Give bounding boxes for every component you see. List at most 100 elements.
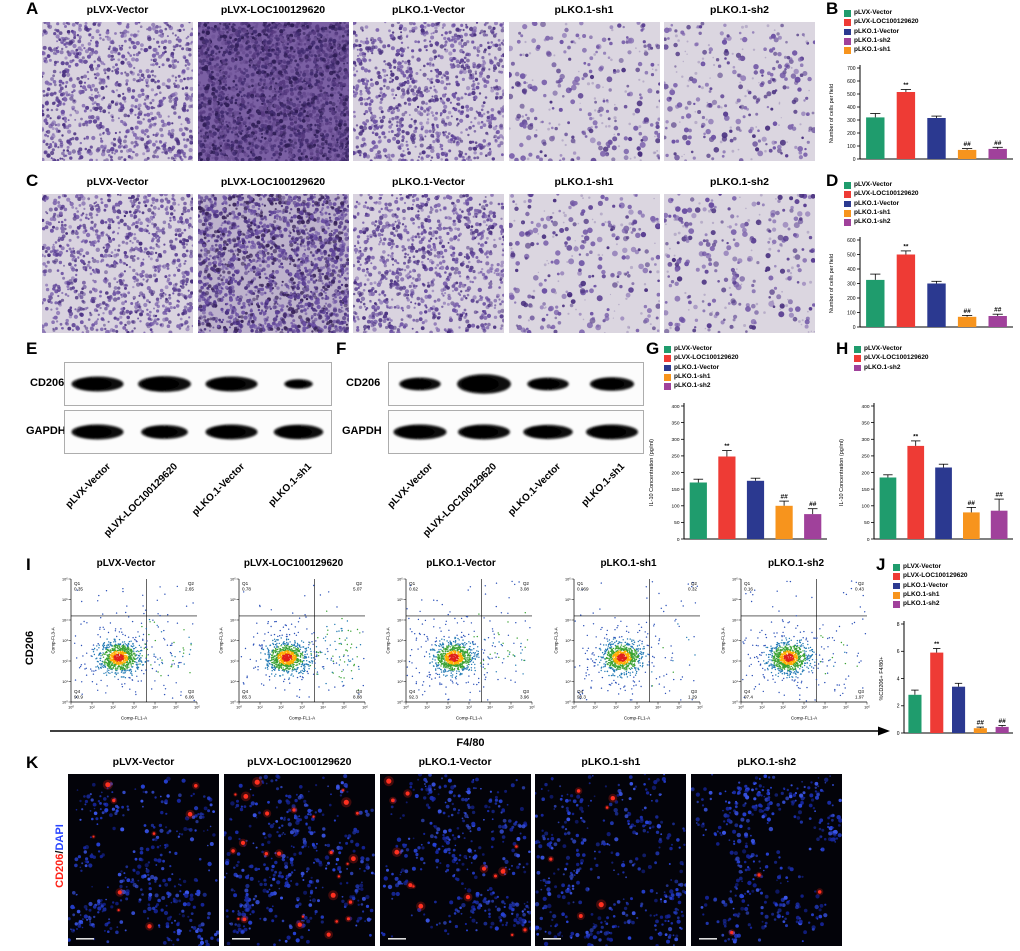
x-axis-arrow-icon bbox=[50, 726, 890, 736]
legend-label: pLVX-Vector bbox=[854, 181, 893, 188]
legend-swatch bbox=[844, 182, 851, 189]
legend-item: pLVX-Vector bbox=[664, 345, 739, 353]
legend-item: pLKO.1-sh2 bbox=[844, 218, 919, 226]
migration-image bbox=[353, 22, 504, 161]
legend-item: pLKO.1-sh1 bbox=[844, 208, 919, 217]
panel-h-legend: pLVX-Vector pLVX-LOC100129620 pLKO.1-sh2 bbox=[854, 345, 929, 372]
legend-label: pLKO.1-sh2 bbox=[674, 382, 711, 390]
panel-h-bar-chart: 0 50 100 150 200 250 300 350 400 IL-10 Concentrat… bbox=[836, 394, 1018, 549]
panel-letter-a: A bbox=[26, 0, 39, 18]
panel-j-legend: pLVX-Vector pLVX-LOC100129620 pLKO.1-Vecto… bbox=[893, 563, 968, 608]
immunofluorescence-image bbox=[691, 774, 843, 946]
blot-f-cd206-label: CD206 bbox=[346, 377, 381, 389]
legend-label: pLKO.1-sh1 bbox=[854, 208, 891, 216]
legend-label: pLKO.1-sh2 bbox=[854, 218, 891, 226]
column-label: pLKO.1-sh1 bbox=[554, 176, 614, 188]
legend-label: pLVX-LOC100129620 bbox=[854, 18, 919, 26]
cd206-blot bbox=[388, 362, 644, 406]
panel-letter-f: F bbox=[336, 339, 347, 358]
legend-item: pLKO.1-Vector bbox=[664, 364, 739, 372]
flow-cytometry-plot: 10⁰ 10⁰ 10¹ 10¹ 10² 10² 10³ 10³ 10⁴ 10⁴ 10⁵ 10⁵ 10⁶ 1… bbox=[50, 574, 202, 722]
migration-image bbox=[42, 22, 193, 161]
column-label: pLKO.1-Vector bbox=[418, 756, 492, 768]
flow-cytometry-plot: 10⁰ 10⁰ 10¹ 10¹ 10² 10² 10³ 10³ 10⁴ 10⁴ 10⁵ 10⁵ 10⁶ 1… bbox=[218, 574, 370, 722]
legend-item: pLVX-LOC100129620 bbox=[893, 572, 968, 580]
migration-image bbox=[664, 22, 815, 161]
legend-item: pLVX-LOC100129620 bbox=[664, 354, 739, 362]
legend-item: pLKO.1-sh2 bbox=[844, 36, 919, 45]
legend-item: pLVX-LOC100129620 bbox=[854, 354, 929, 362]
panel-i-x-axis-arrow bbox=[48, 724, 893, 742]
gapdh-blot bbox=[64, 410, 332, 454]
legend-swatch bbox=[893, 582, 900, 590]
column-label: pLKO.1-sh1 bbox=[554, 4, 614, 16]
panel-letter-k: K bbox=[26, 753, 39, 772]
legend-label: pLVX-LOC100129620 bbox=[674, 354, 739, 362]
column-label: pLVX-Vector bbox=[112, 756, 175, 768]
panel-letter-h: H bbox=[836, 339, 849, 358]
migration-image bbox=[197, 22, 349, 161]
legend-label: pLVX-Vector bbox=[903, 563, 942, 570]
legend-item: pLKO.1-sh1 bbox=[844, 46, 919, 54]
panel-i-x-axis-label: F4/80 bbox=[456, 737, 485, 749]
flow-plot-title: pLKO.1-sh1 bbox=[600, 558, 657, 569]
legend-label: pLVX-LOC100129620 bbox=[864, 354, 929, 362]
invasion-image bbox=[42, 194, 193, 333]
immunofluorescence-image bbox=[379, 774, 531, 946]
legend-label: pLKO.1-Vector bbox=[854, 199, 900, 207]
legend-label: pLVX-LOC100129620 bbox=[854, 190, 919, 198]
panel-d-bar-chart: 0 100 200 300 400 500 600 Number of cells per f… bbox=[826, 228, 1018, 337]
legend-swatch bbox=[854, 364, 861, 372]
panel-j-bar-chart: 0 2 4 6 8 %CD206+ F4/80+ ** ## ## bbox=[876, 612, 1018, 743]
column-label: pLKO.1-sh2 bbox=[710, 176, 769, 188]
legend-swatch bbox=[844, 210, 851, 217]
immunofluorescence-image bbox=[223, 774, 375, 946]
legend-item: pLKO.1-sh1 bbox=[664, 373, 739, 381]
panel-letter-d: D bbox=[826, 171, 839, 190]
legend-swatch bbox=[854, 355, 861, 362]
legend-swatch bbox=[893, 573, 900, 580]
column-label: pLVX-Vector bbox=[86, 176, 149, 188]
legend-swatch bbox=[664, 383, 671, 390]
legend-label: pLKO.1-sh2 bbox=[864, 363, 901, 371]
flow-plot-title: pLKO.1-sh2 bbox=[767, 558, 825, 569]
panel-k-side-label: CD206/DAPI bbox=[54, 814, 66, 898]
legend-item: pLKO.1-Vector bbox=[844, 28, 919, 36]
legend-swatch bbox=[893, 564, 900, 571]
column-label: pLKO.1-sh2 bbox=[710, 4, 769, 16]
legend-label: pLVX-Vector bbox=[674, 345, 713, 352]
legend-label: pLKO.1-sh2 bbox=[854, 36, 891, 44]
column-label: pLKO.1-Vector bbox=[392, 4, 465, 16]
panel-d-legend: pLVX-Vector pLVX-LOC100129620 pLKO.1-Vecto… bbox=[844, 181, 919, 226]
panel-letter-e: E bbox=[26, 339, 38, 358]
column-label: pLKO.1-Vector bbox=[392, 176, 465, 188]
panel-g-legend: pLVX-Vector pLVX-LOC100129620 pLKO.1-Vecto… bbox=[664, 345, 739, 390]
legend-item: pLVX-Vector bbox=[893, 563, 968, 571]
legend-swatch bbox=[893, 601, 900, 608]
legend-item: pLVX-LOC100129620 bbox=[844, 190, 919, 198]
invasion-image bbox=[197, 194, 349, 333]
legend-item: pLKO.1-sh1 bbox=[893, 591, 968, 599]
migration-image bbox=[508, 22, 660, 161]
immunofluorescence-image bbox=[535, 774, 687, 946]
legend-item: pLKO.1-Vector bbox=[844, 199, 919, 208]
legend-swatch bbox=[664, 374, 671, 381]
panel-letter-j: J bbox=[876, 555, 886, 574]
blot-e-gapdh-label: GAPDH bbox=[26, 425, 66, 437]
legend-swatch bbox=[664, 355, 671, 362]
panel-b-legend: pLVX-Vector pLVX-LOC100129620 pLKO.1-Vecto… bbox=[844, 9, 919, 54]
panel-letter-g: G bbox=[646, 339, 660, 358]
legend-swatch bbox=[844, 10, 851, 17]
invasion-image bbox=[664, 194, 815, 333]
column-label: pLVX-Vector bbox=[86, 4, 149, 16]
legend-item: pLVX-Vector bbox=[854, 345, 929, 353]
legend-swatch bbox=[854, 346, 861, 353]
legend-label: pLVX-Vector bbox=[864, 345, 903, 352]
legend-swatch bbox=[664, 346, 671, 353]
panel-letter-c: C bbox=[26, 171, 39, 190]
legend-label: pLKO.1-sh2 bbox=[903, 600, 940, 608]
flow-cytometry-plot: 10⁰ 10⁰ 10¹ 10¹ 10² 10² 10³ 10³ 10⁴ 10⁴ 10⁵ 10⁵ 10⁶ 1… bbox=[385, 574, 537, 722]
legend-item: pLVX-Vector bbox=[844, 9, 919, 17]
flow-cytometry-plot: 10⁰ 10⁰ 10¹ 10¹ 10² 10² 10³ 10³ 10⁴ 10⁴ 10⁵ 10⁵ 10⁶ 1… bbox=[720, 574, 872, 722]
